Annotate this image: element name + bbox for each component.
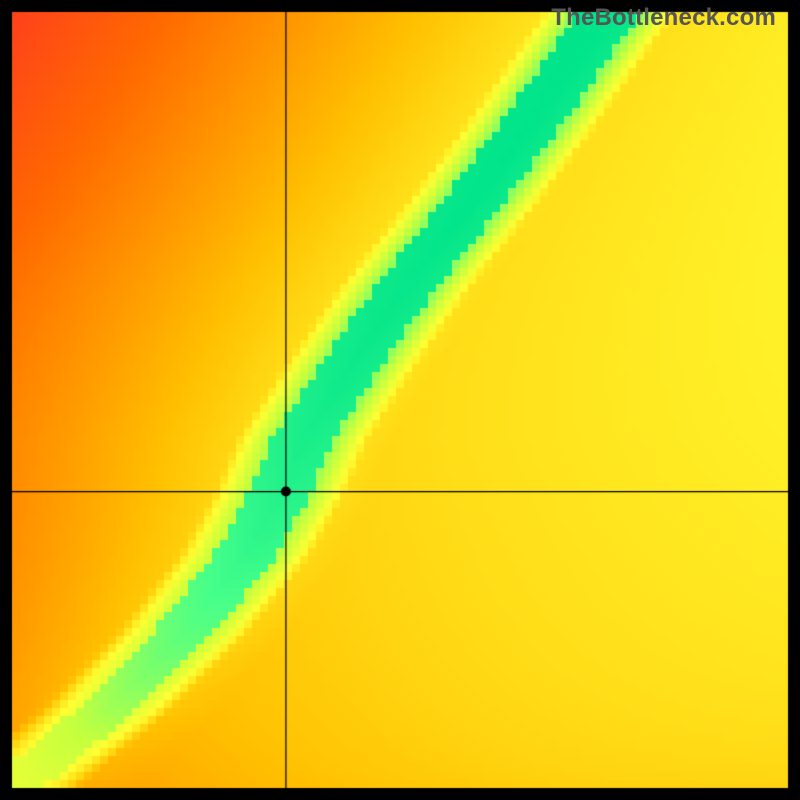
bottleneck-chart-frame: TheBottleneck.com (0, 0, 800, 800)
watermark-label: TheBottleneck.com (551, 4, 776, 32)
bottleneck-heatmap-canvas (0, 0, 800, 800)
